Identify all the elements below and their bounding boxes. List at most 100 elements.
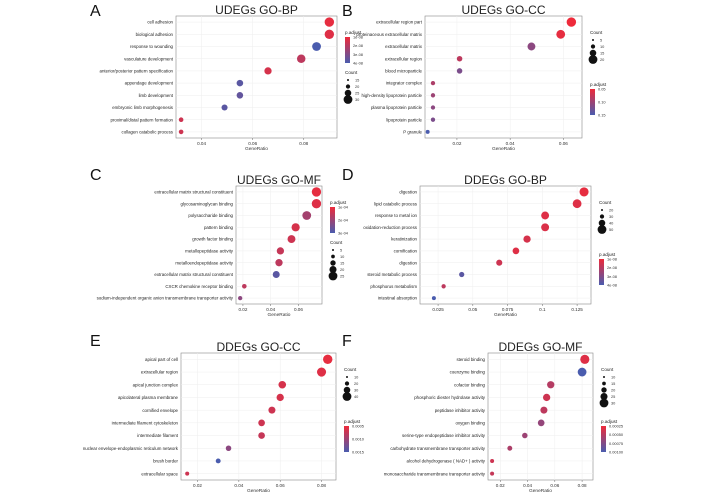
data-point <box>430 93 436 98</box>
chart-title: UDEGs GO-MF <box>237 173 321 187</box>
category-label: steroid binding <box>456 357 485 362</box>
category-label: metalloendopeptidase activity <box>175 260 233 265</box>
data-point <box>556 29 566 39</box>
panel-letter: A <box>90 3 101 20</box>
data-point <box>312 42 321 51</box>
size-legend-label: 30 <box>609 214 614 219</box>
size-legend-label: 15 <box>355 78 359 83</box>
category-label: lipoprotein particle <box>386 117 422 122</box>
data-point <box>430 117 436 122</box>
color-bar <box>345 37 350 63</box>
size-legend-label: 20 <box>600 57 605 62</box>
color-bar <box>601 426 606 452</box>
size-legend-label: 5 <box>340 248 342 253</box>
data-point <box>507 445 513 451</box>
category-label: keratinization <box>391 237 417 242</box>
size-legend-label: 20 <box>354 381 359 386</box>
category-label: P granule <box>403 130 422 135</box>
size-legend-label: 20 <box>340 267 345 272</box>
data-point <box>268 406 276 414</box>
category-label: carbohydrate transmembrane transporter a… <box>390 446 485 451</box>
data-point <box>311 187 322 197</box>
category-label: serine-type endopeptidase inhibitor acti… <box>402 433 486 438</box>
category-label: apicolateral plasma membrane <box>118 395 179 400</box>
category-label: cofactor binding <box>454 382 486 387</box>
category-label: apical part of cell <box>145 357 178 362</box>
color-legend-title: p.adjust <box>601 419 618 424</box>
category-label: extracellular region <box>385 56 423 61</box>
data-point <box>540 406 548 414</box>
x-tick-label: 0.02 <box>193 483 202 488</box>
category-label: coenzyme binding <box>450 370 486 375</box>
size-legend-dot <box>592 39 594 41</box>
plot-area <box>180 352 337 481</box>
x-tick-label: 0.06 <box>550 483 559 488</box>
color-legend-label: 0.00075 <box>609 441 623 446</box>
data-point <box>425 129 430 134</box>
size-legend-label: 50 <box>609 227 614 232</box>
x-tick-label: 0.06 <box>559 141 568 146</box>
size-legend-label: 10 <box>340 254 345 259</box>
category-label: digestion <box>399 190 417 195</box>
data-point <box>496 259 503 266</box>
category-label: polysaccharide binding <box>188 213 233 218</box>
color-legend-title: p.adjust <box>599 252 616 257</box>
color-legend-label: 2e-08 <box>607 265 617 270</box>
category-label: intestinal absorption <box>378 296 418 301</box>
data-point <box>316 367 327 377</box>
size-legend-label: 25 <box>611 394 615 399</box>
size-legend-dot <box>601 387 607 393</box>
x-axis-label: GeneRatio <box>268 312 291 318</box>
size-legend-dot <box>342 392 352 401</box>
size-legend-label: 15 <box>340 261 344 266</box>
size-legend-dot <box>330 260 336 266</box>
data-point <box>456 55 463 62</box>
data-point <box>324 29 335 39</box>
category-label: plasma lipoprotein particle <box>371 105 423 110</box>
data-point <box>258 419 265 427</box>
data-point <box>541 223 550 232</box>
category-label: metallopeptidase activity <box>185 249 234 254</box>
color-bar <box>330 207 335 233</box>
category-label: cornified envelope <box>142 408 178 413</box>
data-point <box>324 17 335 27</box>
x-tick-label: 0.04 <box>197 141 206 146</box>
size-legend-dot <box>347 79 349 81</box>
category-label: high-density lipoprotein particle <box>361 93 422 98</box>
x-tick-label: 0.025 <box>432 307 444 312</box>
category-label: peptidase inhibitor activity <box>435 408 486 413</box>
color-legend-label: 2e-04 <box>338 218 349 223</box>
x-axis-label: GeneRatio <box>245 146 268 152</box>
data-point <box>276 247 285 255</box>
data-point <box>215 458 221 464</box>
color-legend-label: 1e-04 <box>338 205 349 210</box>
color-legend-label: 3e-08 <box>607 274 617 279</box>
category-label: phosphorus metabolism <box>370 284 417 289</box>
plot-area <box>424 15 583 139</box>
data-point <box>323 354 333 365</box>
x-tick-label: 0.02 <box>496 483 505 488</box>
size-legend-dot <box>343 386 351 394</box>
color-legend-label: 4e-08 <box>607 283 617 288</box>
size-legend-dot <box>343 95 353 104</box>
size-legend-title: Count <box>345 70 358 75</box>
plot-area <box>175 15 338 139</box>
size-legend-label: 15 <box>611 381 615 386</box>
panel-letter: E <box>90 333 101 350</box>
size-legend-dot <box>344 89 352 97</box>
panel-letter: C <box>90 167 102 184</box>
category-label: CXCR chemokine receptor binding <box>165 284 233 289</box>
data-point <box>459 271 465 278</box>
category-label: steroid metabolic process <box>367 272 418 277</box>
category-label: proteinaceous extracellular matrix <box>356 32 422 37</box>
chart-title: DDEGs GO-MF <box>499 340 583 354</box>
color-legend-label: 3e-04 <box>338 231 349 236</box>
category-label: blood microparticle <box>385 69 422 74</box>
x-tick-label: 0.02 <box>238 307 247 312</box>
category-label: vasculature development <box>124 56 174 61</box>
